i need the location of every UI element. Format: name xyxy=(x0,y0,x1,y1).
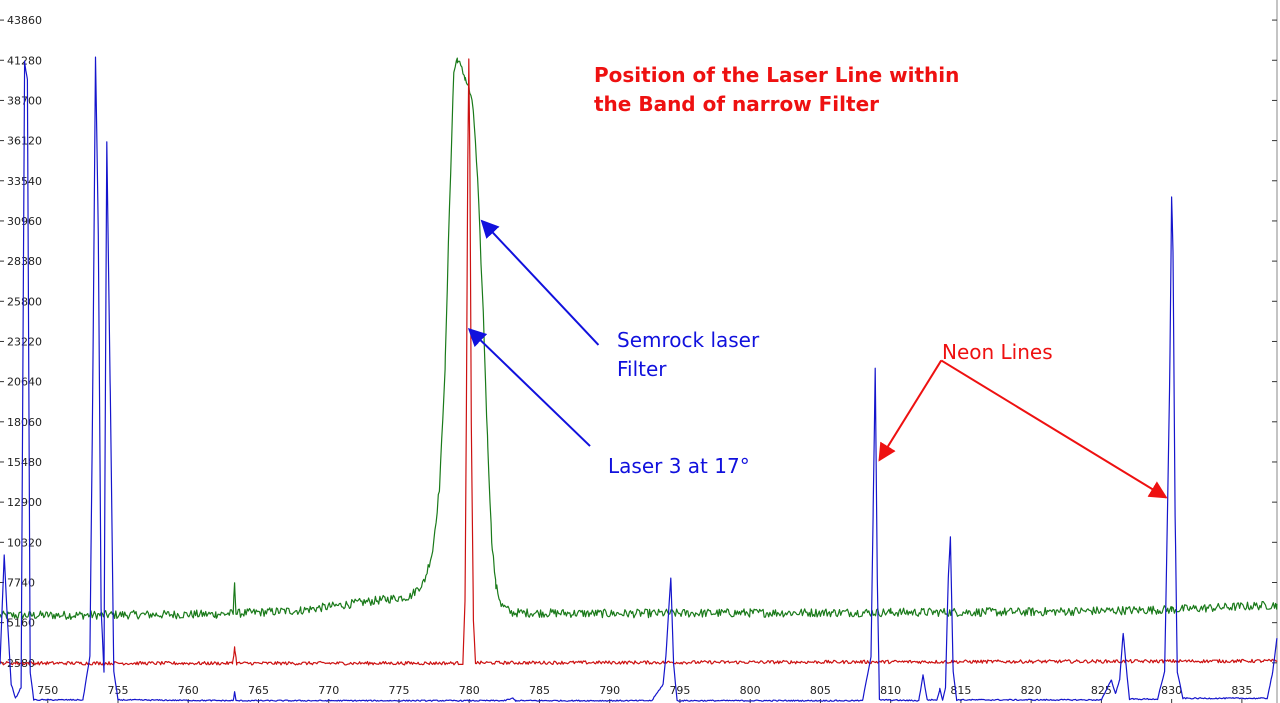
x-axis: 750 755 760 765 770 775 780 785 790 795 800 805 810 8… xyxy=(37,684,1252,703)
x-tick-label: 800 xyxy=(740,684,761,697)
y-tick-label: 25800 xyxy=(7,295,42,308)
x-tick-label: 810 xyxy=(880,684,901,697)
arrow-semrock-filter xyxy=(480,219,600,346)
x-tick-label: 820 xyxy=(1021,684,1042,697)
y-tick-label: 10320 xyxy=(7,536,42,549)
y-tick-label: 23220 xyxy=(7,335,42,348)
series-line-2 xyxy=(0,58,1278,666)
x-tick-label: 750 xyxy=(37,684,58,697)
x-tick-label: 760 xyxy=(178,684,199,697)
x-tick-label: 825 xyxy=(1091,684,1112,697)
annotation-neon-lines: Neon Lines xyxy=(942,340,1053,364)
arrow-neon-line-2 xyxy=(940,359,1168,499)
annotation-semrock-line-2: Filter xyxy=(617,357,667,381)
annotation-laser: Laser 3 at 17° xyxy=(608,454,750,478)
x-tick-label: 755 xyxy=(108,684,129,697)
series-layer xyxy=(0,56,1278,702)
x-tick-label: 765 xyxy=(248,684,269,697)
chart-title-line-2: the Band of narrow Filter xyxy=(594,92,879,116)
right-axis-ticks xyxy=(1272,19,1277,664)
y-tick-label: 20640 xyxy=(7,376,42,389)
x-tick-label: 780 xyxy=(459,684,480,697)
x-tick-label: 815 xyxy=(950,684,971,697)
x-tick-label: 790 xyxy=(599,684,620,697)
annotation-semrock-line-1: Semrock laser xyxy=(617,328,760,352)
series-line-3 xyxy=(0,56,1278,702)
chart-title: Position of the Laser Line within the Ba… xyxy=(594,63,959,116)
y-tick-label: 7740 xyxy=(7,576,35,589)
y-tick-label: 30960 xyxy=(7,215,42,228)
y-tick-label: 43860 xyxy=(7,14,42,27)
annotation-layer: Semrock laser Filter Laser 3 at 17° Neon… xyxy=(467,219,1168,499)
x-tick-label: 785 xyxy=(529,684,550,697)
y-tick-label: 18060 xyxy=(7,416,42,429)
x-tick-label: 770 xyxy=(318,684,339,697)
x-tick-label: 795 xyxy=(669,684,690,697)
arrow-laser-line xyxy=(467,328,591,447)
y-tick-label: 12900 xyxy=(7,496,42,509)
x-tick-label: 835 xyxy=(1231,684,1252,697)
chart-title-line-1: Position of the Laser Line within xyxy=(594,63,959,87)
y-tick-label: 28380 xyxy=(7,255,42,268)
y-tick-label: 15480 xyxy=(7,456,42,469)
arrow-neon-line-1 xyxy=(878,359,943,462)
x-tick-label: 805 xyxy=(810,684,831,697)
x-tick-label: 775 xyxy=(388,684,409,697)
x-tick-label: 830 xyxy=(1161,684,1182,697)
series-line-1 xyxy=(0,57,1278,620)
